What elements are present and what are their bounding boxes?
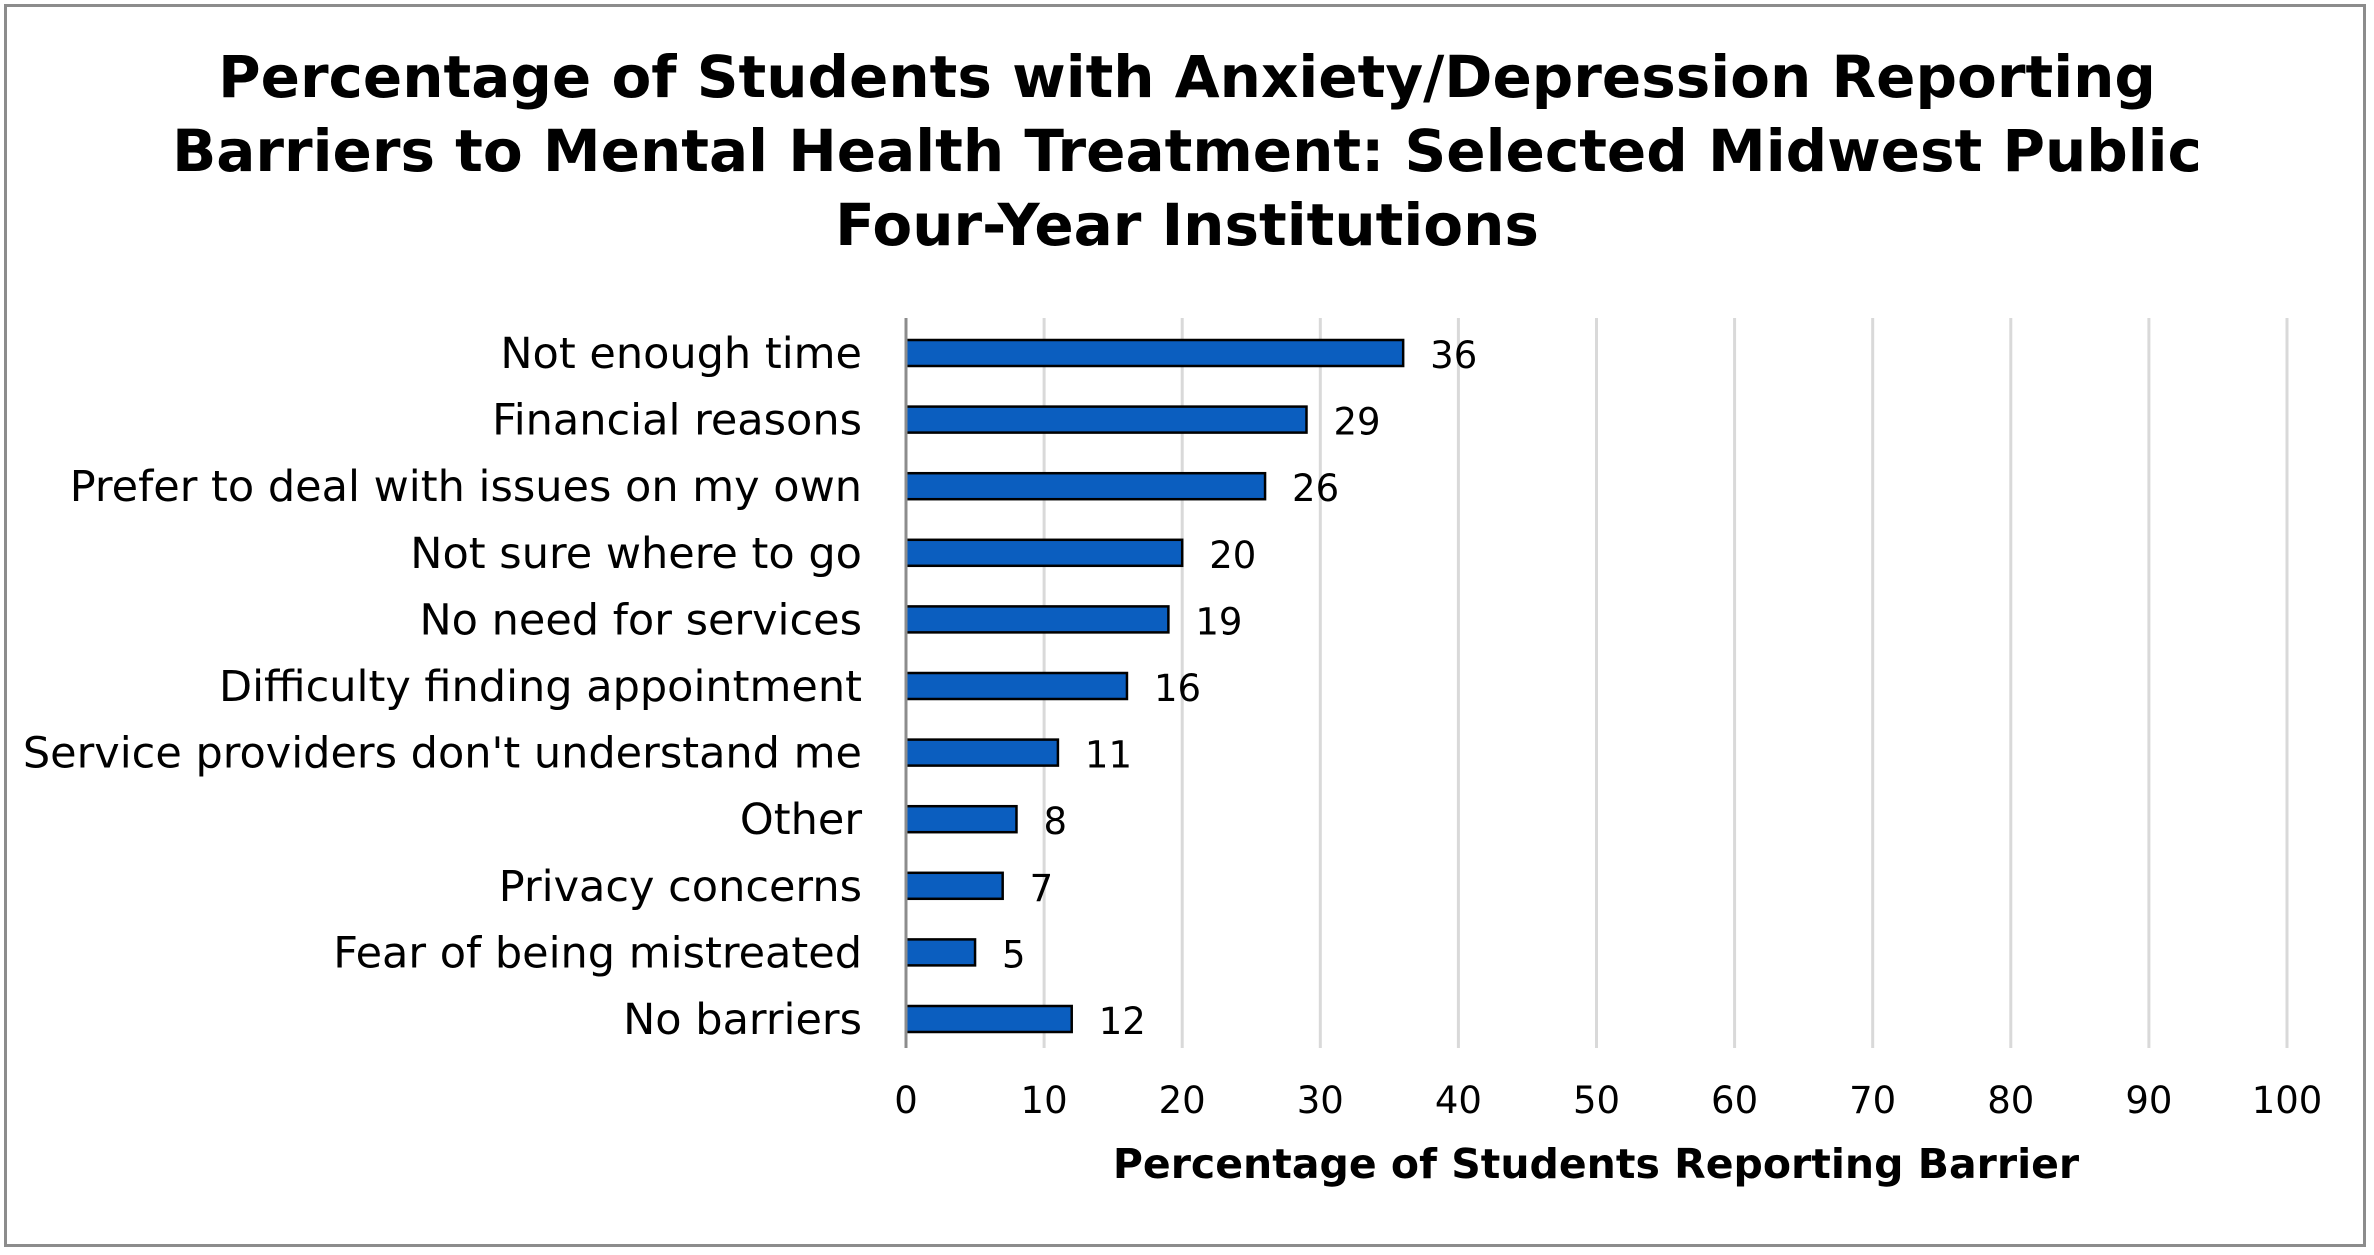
x-tick-label: 80: [1987, 1079, 2034, 1122]
category-label: Service providers don't understand me: [23, 729, 862, 779]
value-label: 8: [1043, 800, 1067, 843]
value-label: 19: [1195, 600, 1242, 643]
bar: [904, 471, 1267, 501]
bars: [904, 338, 1405, 1034]
value-label: 5: [1002, 933, 1026, 976]
bar: [904, 804, 1018, 834]
value-label: 7: [1030, 867, 1054, 910]
x-tick-label: 40: [1435, 1079, 1482, 1122]
labels: 0 10 20 30 40 50 60 70 80 90 100 Not enough time 36 F…: [23, 329, 2322, 1188]
chart-title-line-1: Percentage of Students with Anxiety/Depr…: [218, 43, 2156, 111]
category-label: Difficulty finding appointment: [219, 662, 862, 712]
x-tick-label: 20: [1159, 1079, 1206, 1122]
bar: [904, 1004, 1073, 1034]
x-tick-label: 0: [894, 1079, 918, 1122]
category-label: Privacy concerns: [499, 862, 862, 912]
bar: [904, 738, 1060, 767]
bar: [904, 938, 977, 967]
value-label: 16: [1154, 667, 1201, 710]
value-label: 26: [1292, 467, 1339, 510]
category-label: Not sure where to go: [410, 529, 862, 579]
chart-title-line-2: Barriers to Mental Health Treatment: Sel…: [172, 117, 2202, 185]
chart-title-line-3: Four-Year Institutions: [835, 191, 1539, 259]
bar: [904, 538, 1184, 568]
value-label: 20: [1209, 534, 1256, 577]
x-tick-label: 100: [2252, 1079, 2323, 1122]
bar: [904, 871, 1004, 901]
category-label: No need for services: [420, 595, 863, 645]
chart-frame: [4, 4, 2366, 1247]
bar: [904, 671, 1129, 701]
category-label: Prefer to deal with issues on my own: [70, 462, 862, 512]
x-axis-title: Percentage of Students Reporting Barrier: [1113, 1140, 2080, 1188]
value-label: 12: [1099, 1000, 1146, 1043]
category-label: Other: [740, 795, 862, 845]
x-tick-label: 10: [1021, 1079, 1068, 1122]
category-label: Not enough time: [500, 329, 862, 379]
value-label: 36: [1430, 334, 1477, 377]
value-label: 11: [1085, 734, 1132, 777]
x-tick-label: 70: [1849, 1079, 1896, 1122]
x-tick-label: 50: [1573, 1079, 1620, 1122]
bar: [904, 338, 1405, 368]
value-label: 29: [1333, 401, 1380, 444]
category-label: Fear of being mistreated: [333, 928, 862, 978]
x-tick-label: 30: [1297, 1079, 1344, 1122]
x-tick-label: 90: [2125, 1079, 2172, 1122]
x-tick-label: 60: [1711, 1079, 1758, 1122]
bar: [904, 605, 1170, 634]
chart-title: Percentage of Students with Anxiety/Depr…: [150, 40, 2224, 262]
category-label: Financial reasons: [492, 396, 862, 446]
category-label: No barriers: [623, 995, 862, 1045]
bar: [904, 405, 1308, 434]
